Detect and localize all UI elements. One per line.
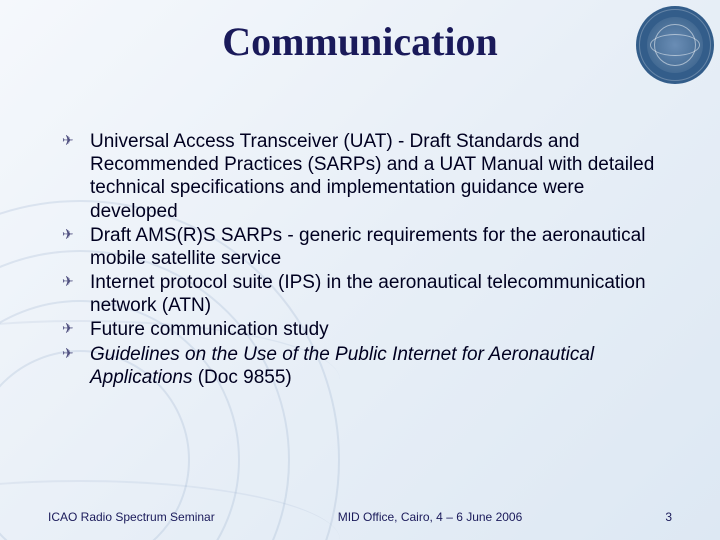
footer-location-date: MID Office, Cairo, 4 – 6 June 2006	[228, 510, 632, 524]
bullet-item: Future communication study	[62, 318, 670, 341]
bullet-item: Internet protocol suite (IPS) in the aer…	[62, 271, 670, 317]
slide-title: Communication	[0, 18, 720, 65]
bullet-item: Guidelines on the Use of the Public Inte…	[62, 343, 670, 389]
footer-page-number: 3	[632, 510, 672, 524]
bullet-list: Universal Access Transceiver (UAT) - Dra…	[62, 130, 670, 389]
bullet-item: Draft AMS(R)S SARPs - generic requiremen…	[62, 224, 670, 270]
footer-seminar-name: ICAO Radio Spectrum Seminar	[48, 510, 228, 524]
slide-body: Universal Access Transceiver (UAT) - Dra…	[62, 130, 670, 390]
slide-footer: ICAO Radio Spectrum Seminar MID Office, …	[0, 510, 720, 524]
doc-title-italic: Guidelines on the Use of the Public Inte…	[90, 344, 594, 388]
bullet-item: Universal Access Transceiver (UAT) - Dra…	[62, 130, 670, 223]
